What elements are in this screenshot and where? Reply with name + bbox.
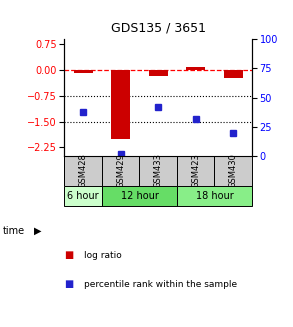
Bar xyxy=(149,70,168,76)
Text: ▶: ▶ xyxy=(34,226,41,235)
Bar xyxy=(102,186,177,206)
Bar xyxy=(177,156,214,186)
Text: GSM430: GSM430 xyxy=(229,154,238,188)
Bar xyxy=(177,186,252,206)
Text: GSM423: GSM423 xyxy=(191,154,200,188)
Bar xyxy=(186,67,205,70)
Text: log ratio: log ratio xyxy=(84,250,121,260)
Bar xyxy=(214,156,252,186)
Bar xyxy=(111,70,130,139)
Text: GSM428: GSM428 xyxy=(79,154,88,188)
Text: percentile rank within the sample: percentile rank within the sample xyxy=(84,280,237,289)
Text: time: time xyxy=(3,226,25,235)
Text: 6 hour: 6 hour xyxy=(67,191,99,201)
Bar xyxy=(102,156,139,186)
Text: 18 hour: 18 hour xyxy=(196,191,233,201)
Bar xyxy=(64,186,102,206)
Text: GDS135 / 3651: GDS135 / 3651 xyxy=(111,21,206,34)
Bar xyxy=(139,156,177,186)
Text: GSM433: GSM433 xyxy=(154,153,163,188)
Bar xyxy=(224,70,243,78)
Bar xyxy=(64,156,102,186)
Text: ■: ■ xyxy=(64,250,74,260)
Text: 12 hour: 12 hour xyxy=(120,191,159,201)
Bar xyxy=(74,70,93,73)
Text: GSM429: GSM429 xyxy=(116,154,125,188)
Text: ■: ■ xyxy=(64,280,74,289)
